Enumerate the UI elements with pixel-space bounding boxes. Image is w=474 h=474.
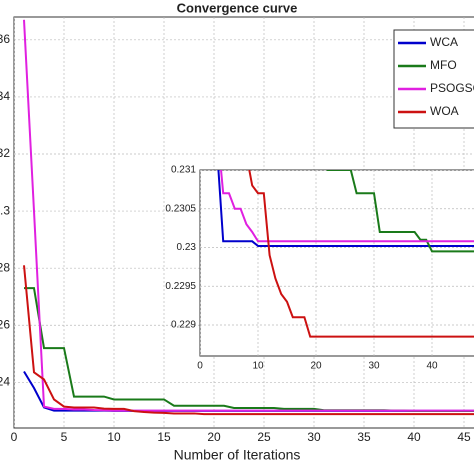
x-tick-label: 40	[407, 430, 421, 444]
x-tick-label: 30	[307, 430, 321, 444]
y-tick-label: 0.2295	[165, 281, 196, 292]
y-tick-label: 0.2305	[165, 203, 196, 214]
x-tick-label: 0	[197, 361, 203, 372]
x-tick-label: 0	[11, 430, 18, 444]
x-tick-label: 30	[368, 361, 380, 372]
x-tick-label: 45	[457, 430, 471, 444]
x-tick-label: 10	[252, 361, 264, 372]
y-tick-label: 0.24	[0, 375, 10, 389]
y-tick-label: 0.34	[0, 89, 10, 103]
inset-plot	[200, 170, 474, 356]
series-line	[23, 19, 474, 412]
x-tick-label: 10	[107, 430, 121, 444]
legend-label: PSOGSO	[430, 81, 474, 95]
x-tick-label: 5	[61, 430, 68, 444]
legend: WCA MFO PSOGSO WOA	[393, 29, 474, 129]
y-tick-label: 0.229	[171, 320, 196, 331]
axes: 0 5 10 15 20 25 30 35 40 45 0.24 0.26 0.28 0.3 0.32 0.3…	[0, 32, 471, 444]
series-line	[23, 265, 474, 416]
chart-title: Convergence curve	[177, 0, 298, 15]
y-tick-label: 0.26	[0, 317, 10, 331]
series-line	[326, 170, 474, 253]
series-line	[220, 170, 474, 243]
x-tick-label: 20	[310, 361, 322, 372]
series-line	[248, 170, 474, 338]
x-tick-label: 35	[357, 430, 371, 444]
series-line	[217, 170, 474, 247]
legend-label: WCA	[430, 35, 458, 49]
x-tick-label: 40	[426, 361, 438, 372]
y-tick-label: 0.36	[0, 32, 10, 46]
inset-area	[199, 169, 474, 357]
y-tick-label: 0.23	[177, 242, 197, 253]
y-tick-label: 0.28	[0, 260, 10, 274]
y-tick-label: 0.3	[0, 203, 10, 217]
x-tick-label: 20	[207, 430, 221, 444]
x-tick-label: 15	[157, 430, 171, 444]
y-tick-label: 0.231	[171, 165, 196, 176]
legend-label: WOA	[430, 104, 459, 118]
x-axis-label: Number of Iterations	[174, 447, 301, 463]
y-tick-label: 0.32	[0, 146, 10, 160]
legend-label: MFO	[430, 58, 457, 72]
x-tick-label: 25	[257, 430, 271, 444]
